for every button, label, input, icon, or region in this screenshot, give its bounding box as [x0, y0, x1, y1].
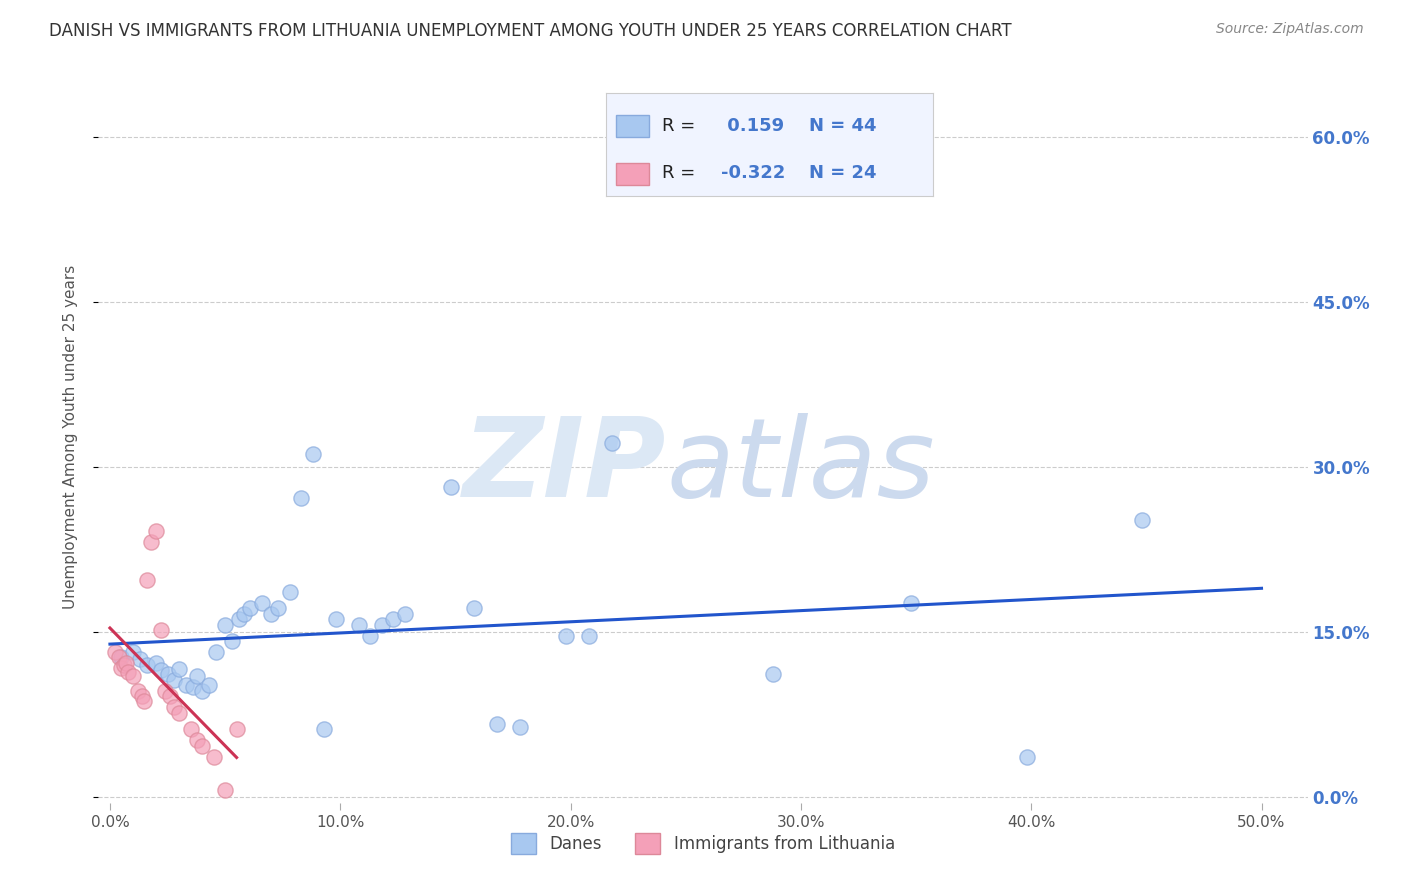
- Point: [134, 693, 156, 707]
- Legend: Danes, Immigrants from Lithuania: Danes, Immigrants from Lithuania: [505, 827, 901, 860]
- Point: [325, 612, 347, 626]
- Point: [174, 678, 197, 692]
- Point: [191, 683, 214, 698]
- Point: [202, 749, 225, 764]
- Point: [122, 645, 145, 659]
- Text: atlas: atlas: [666, 413, 935, 520]
- Point: [103, 645, 125, 659]
- Point: [122, 669, 145, 683]
- Point: [578, 629, 600, 643]
- Point: [127, 683, 149, 698]
- Point: [250, 596, 273, 610]
- Point: [485, 716, 508, 731]
- Point: [135, 573, 157, 587]
- Point: [115, 656, 138, 670]
- Point: [347, 617, 370, 632]
- Point: [394, 607, 416, 621]
- Y-axis label: Unemployment Among Youth under 25 years: Unemployment Among Youth under 25 years: [63, 265, 77, 609]
- Point: [155, 683, 177, 698]
- Point: [186, 669, 208, 683]
- Text: Source: ZipAtlas.com: Source: ZipAtlas.com: [1216, 22, 1364, 37]
- Point: [149, 663, 172, 677]
- Text: DANISH VS IMMIGRANTS FROM LITHUANIA UNEMPLOYMENT AMONG YOUTH UNDER 25 YEARS CORR: DANISH VS IMMIGRANTS FROM LITHUANIA UNEM…: [49, 22, 1012, 40]
- Point: [301, 447, 323, 461]
- Point: [141, 535, 163, 549]
- Point: [555, 629, 578, 643]
- Point: [267, 601, 290, 615]
- Point: [159, 689, 181, 703]
- Point: [110, 649, 132, 664]
- Point: [370, 617, 392, 632]
- Point: [128, 651, 150, 665]
- Point: [163, 700, 186, 714]
- Point: [145, 524, 167, 538]
- Point: [463, 601, 485, 615]
- Point: [167, 706, 190, 720]
- Point: [135, 658, 157, 673]
- Point: [112, 658, 135, 673]
- Point: [163, 673, 186, 687]
- Point: [278, 584, 301, 599]
- Point: [156, 667, 179, 681]
- Point: [1130, 513, 1153, 527]
- Point: [117, 665, 139, 679]
- Point: [214, 617, 236, 632]
- Point: [232, 607, 254, 621]
- Point: [214, 782, 236, 797]
- Point: [181, 681, 204, 695]
- Point: [108, 649, 131, 664]
- Point: [314, 722, 336, 736]
- Point: [228, 612, 250, 626]
- Point: [186, 733, 208, 747]
- Point: [225, 722, 247, 736]
- Text: ZIP: ZIP: [463, 413, 666, 520]
- Point: [167, 662, 190, 676]
- Point: [221, 634, 243, 648]
- Point: [900, 596, 922, 610]
- Point: [145, 656, 167, 670]
- Point: [260, 607, 283, 621]
- Point: [762, 667, 785, 681]
- Point: [149, 623, 172, 637]
- Point: [440, 480, 463, 494]
- Point: [382, 612, 405, 626]
- Point: [509, 720, 531, 734]
- Point: [239, 601, 262, 615]
- Point: [131, 689, 153, 703]
- Point: [191, 739, 214, 753]
- Point: [205, 645, 228, 659]
- Point: [110, 660, 132, 674]
- Point: [1015, 749, 1038, 764]
- Point: [290, 491, 312, 505]
- Point: [180, 722, 202, 736]
- Point: [359, 629, 381, 643]
- Point: [600, 436, 623, 450]
- Point: [198, 678, 221, 692]
